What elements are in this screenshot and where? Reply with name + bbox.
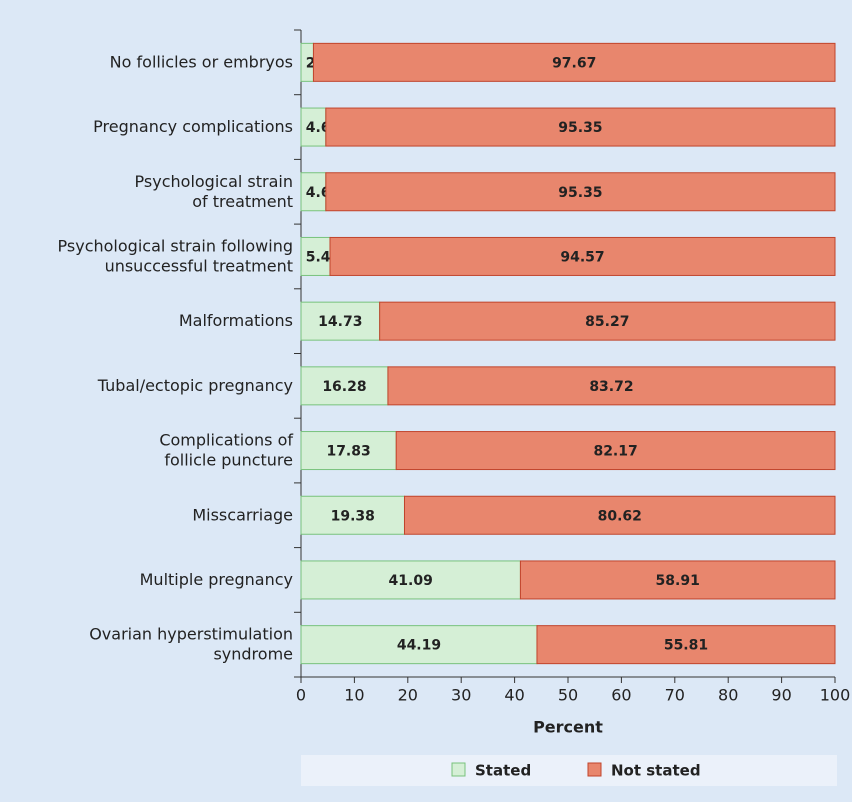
x-axis-label: Percent xyxy=(533,718,603,737)
bar-segment xyxy=(403,495,836,535)
y-tick-label-line: Multiple pregnancy xyxy=(140,569,293,588)
bar-segment xyxy=(536,625,836,665)
y-tick-label: Psychological strain following unsuccessf… xyxy=(58,236,293,275)
bar-segment xyxy=(312,42,836,82)
bar-segment xyxy=(300,236,331,276)
y-tick-label: No follicles or embryos xyxy=(110,52,293,71)
bar-segment xyxy=(329,236,836,276)
y-tick-label: Multiple pregnancy xyxy=(140,569,293,588)
data-label: 17.83 xyxy=(326,444,370,460)
bar-segment xyxy=(519,560,836,600)
legend-swatch xyxy=(587,762,602,777)
y-tick-label-line: Malformations xyxy=(179,311,293,330)
bar-segment xyxy=(395,431,836,471)
y-tick-label-line: No follicles or embryos xyxy=(110,52,293,71)
legend-label: Not stated xyxy=(611,762,701,780)
y-tick-label-line: Misscarriage xyxy=(192,505,293,524)
data-label: 85.27 xyxy=(585,314,629,330)
bar-segment xyxy=(300,431,397,471)
data-label: 55.81 xyxy=(664,638,708,654)
y-tick-label: Psychological strain of treatment xyxy=(135,171,293,210)
x-tick-label: 60 xyxy=(611,686,631,705)
x-tick-label: 90 xyxy=(771,686,791,705)
x-tick-label: 100 xyxy=(820,686,851,705)
data-label: 14.73 xyxy=(318,314,362,330)
y-tick-label-line: Tubal/ectopic pregnancy xyxy=(97,375,293,394)
data-label: 82.17 xyxy=(593,444,637,460)
y-tick-label-line: syndrome xyxy=(213,644,293,663)
y-tick-label-line: Pregnancy complications xyxy=(93,117,293,136)
y-tick-label: Complications of follicle puncture xyxy=(159,430,293,469)
y-tick-label: Tubal/ectopic pregnancy xyxy=(97,375,293,394)
y-tick-label-line: Psychological strain following xyxy=(58,236,293,255)
bar-segment xyxy=(379,301,836,341)
data-label: 19.38 xyxy=(331,508,375,524)
data-label: 95.35 xyxy=(558,185,602,201)
x-tick-label: 0 xyxy=(296,686,306,705)
x-tick-label: 30 xyxy=(451,686,471,705)
bar-segment xyxy=(300,107,327,147)
bar-segment xyxy=(300,366,389,406)
data-label: 16.28 xyxy=(322,379,366,395)
legend-label: Stated xyxy=(475,762,531,780)
y-tick-label-line: follicle puncture xyxy=(164,450,293,469)
x-tick-label: 40 xyxy=(504,686,524,705)
y-tick-label: Ovarian hyperstimulation syndrome xyxy=(89,624,293,663)
data-label: 95.35 xyxy=(558,120,602,136)
legend-swatch xyxy=(451,762,466,777)
data-label: 58.91 xyxy=(656,573,700,589)
bar-segment xyxy=(387,366,836,406)
data-label: 94.57 xyxy=(560,249,604,265)
bar-segment xyxy=(300,301,381,341)
bar-segment xyxy=(325,172,836,212)
y-tick-label: Misscarriage xyxy=(192,505,293,524)
x-tick-label: 70 xyxy=(665,686,685,705)
bar-segment xyxy=(300,172,327,212)
data-label: 83.72 xyxy=(589,379,633,395)
data-label: 41.09 xyxy=(389,573,433,589)
y-tick-label: Malformations xyxy=(179,311,293,330)
y-tick-label-line: Complications of xyxy=(159,430,293,449)
legend-band xyxy=(301,755,837,786)
y-tick-label-line: Psychological strain xyxy=(135,171,293,190)
bar-segment xyxy=(325,107,836,147)
data-label: 44.19 xyxy=(397,638,441,654)
data-label: 97.67 xyxy=(552,55,596,71)
y-tick-label: Pregnancy complications xyxy=(93,117,293,136)
bar-segment xyxy=(300,625,538,665)
y-tick-label-line: of treatment xyxy=(192,191,293,210)
y-tick-label-line: Ovarian hyperstimulation xyxy=(89,624,293,643)
y-tick-label-line: unsuccessful treatment xyxy=(105,256,293,275)
x-tick-label: 50 xyxy=(558,686,578,705)
data-label: 80.62 xyxy=(598,508,642,524)
x-tick-label: 10 xyxy=(344,686,364,705)
x-tick-label: 20 xyxy=(398,686,418,705)
x-tick-label: 80 xyxy=(718,686,738,705)
